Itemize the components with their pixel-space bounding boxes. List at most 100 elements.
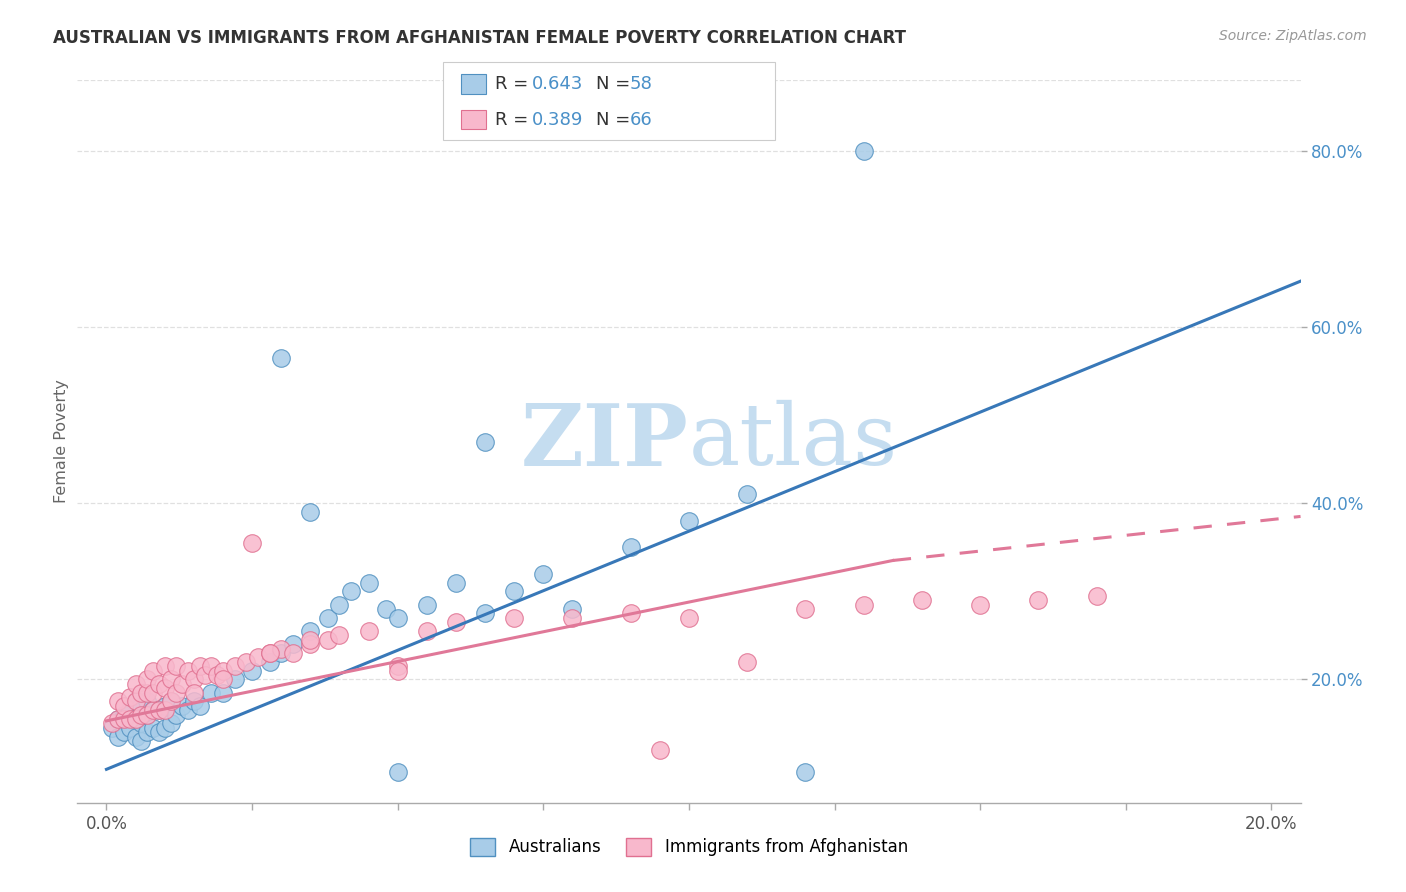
- Point: [183, 694, 205, 708]
- Point: [124, 694, 146, 708]
- Point: [148, 703, 170, 717]
- Point: [794, 602, 817, 616]
- Point: [620, 607, 643, 621]
- Point: [112, 698, 135, 713]
- Point: [503, 584, 526, 599]
- Point: [136, 725, 159, 739]
- Point: [153, 698, 176, 713]
- Text: ZIP: ZIP: [522, 400, 689, 483]
- Point: [328, 628, 350, 642]
- Point: [101, 721, 124, 735]
- Point: [136, 694, 159, 708]
- Point: [136, 673, 159, 687]
- Point: [340, 584, 363, 599]
- Point: [112, 712, 135, 726]
- Point: [101, 716, 124, 731]
- Point: [148, 677, 170, 691]
- Point: [118, 721, 141, 735]
- Point: [205, 668, 228, 682]
- Point: [159, 673, 181, 687]
- Point: [270, 646, 292, 660]
- Point: [224, 673, 246, 687]
- Text: N =: N =: [596, 111, 636, 128]
- Point: [142, 703, 165, 717]
- Point: [270, 351, 292, 365]
- Point: [136, 707, 159, 722]
- Point: [387, 659, 409, 673]
- Point: [735, 487, 758, 501]
- Point: [648, 743, 671, 757]
- Point: [107, 694, 129, 708]
- Point: [270, 641, 292, 656]
- Point: [387, 764, 409, 779]
- Point: [416, 598, 439, 612]
- Point: [316, 632, 339, 647]
- Point: [235, 655, 257, 669]
- Point: [183, 686, 205, 700]
- Point: [259, 646, 281, 660]
- Point: [131, 698, 153, 713]
- Point: [159, 694, 181, 708]
- Point: [118, 703, 141, 717]
- Point: [159, 694, 181, 708]
- Point: [328, 598, 350, 612]
- Point: [142, 721, 165, 735]
- Point: [118, 690, 141, 704]
- Point: [183, 673, 205, 687]
- Text: 58: 58: [630, 75, 652, 93]
- Point: [444, 615, 467, 630]
- Point: [148, 725, 170, 739]
- Point: [735, 655, 758, 669]
- Point: [118, 712, 141, 726]
- Point: [142, 686, 165, 700]
- Point: [240, 664, 263, 678]
- Point: [246, 650, 269, 665]
- Point: [474, 607, 496, 621]
- Point: [131, 734, 153, 748]
- Text: R =: R =: [495, 111, 534, 128]
- Point: [259, 655, 281, 669]
- Point: [474, 434, 496, 449]
- Point: [212, 686, 235, 700]
- Point: [172, 677, 194, 691]
- Point: [124, 730, 146, 744]
- Point: [142, 664, 165, 678]
- Point: [299, 637, 322, 651]
- Point: [969, 598, 991, 612]
- Point: [153, 681, 176, 696]
- Point: [444, 575, 467, 590]
- Point: [357, 575, 380, 590]
- Point: [165, 659, 187, 673]
- Text: N =: N =: [596, 75, 636, 93]
- Point: [357, 624, 380, 638]
- Point: [678, 514, 700, 528]
- Point: [107, 730, 129, 744]
- Point: [107, 712, 129, 726]
- Point: [240, 536, 263, 550]
- Point: [112, 725, 135, 739]
- Text: AUSTRALIAN VS IMMIGRANTS FROM AFGHANISTAN FEMALE POVERTY CORRELATION CHART: AUSTRALIAN VS IMMIGRANTS FROM AFGHANISTA…: [53, 29, 907, 46]
- Text: R =: R =: [495, 75, 534, 93]
- Point: [794, 764, 817, 779]
- Point: [131, 716, 153, 731]
- Point: [112, 707, 135, 722]
- Text: 0.643: 0.643: [531, 75, 583, 93]
- Point: [188, 698, 211, 713]
- Point: [194, 668, 217, 682]
- Point: [153, 659, 176, 673]
- Point: [172, 698, 194, 713]
- Point: [177, 664, 200, 678]
- Point: [124, 694, 146, 708]
- Point: [316, 611, 339, 625]
- Point: [281, 646, 304, 660]
- Point: [259, 646, 281, 660]
- Y-axis label: Female Poverty: Female Poverty: [53, 380, 69, 503]
- Point: [124, 677, 146, 691]
- Point: [911, 593, 934, 607]
- Text: 0.389: 0.389: [531, 111, 583, 128]
- Point: [561, 611, 583, 625]
- Text: atlas: atlas: [689, 400, 898, 483]
- Point: [124, 712, 146, 726]
- Point: [177, 703, 200, 717]
- Point: [107, 712, 129, 726]
